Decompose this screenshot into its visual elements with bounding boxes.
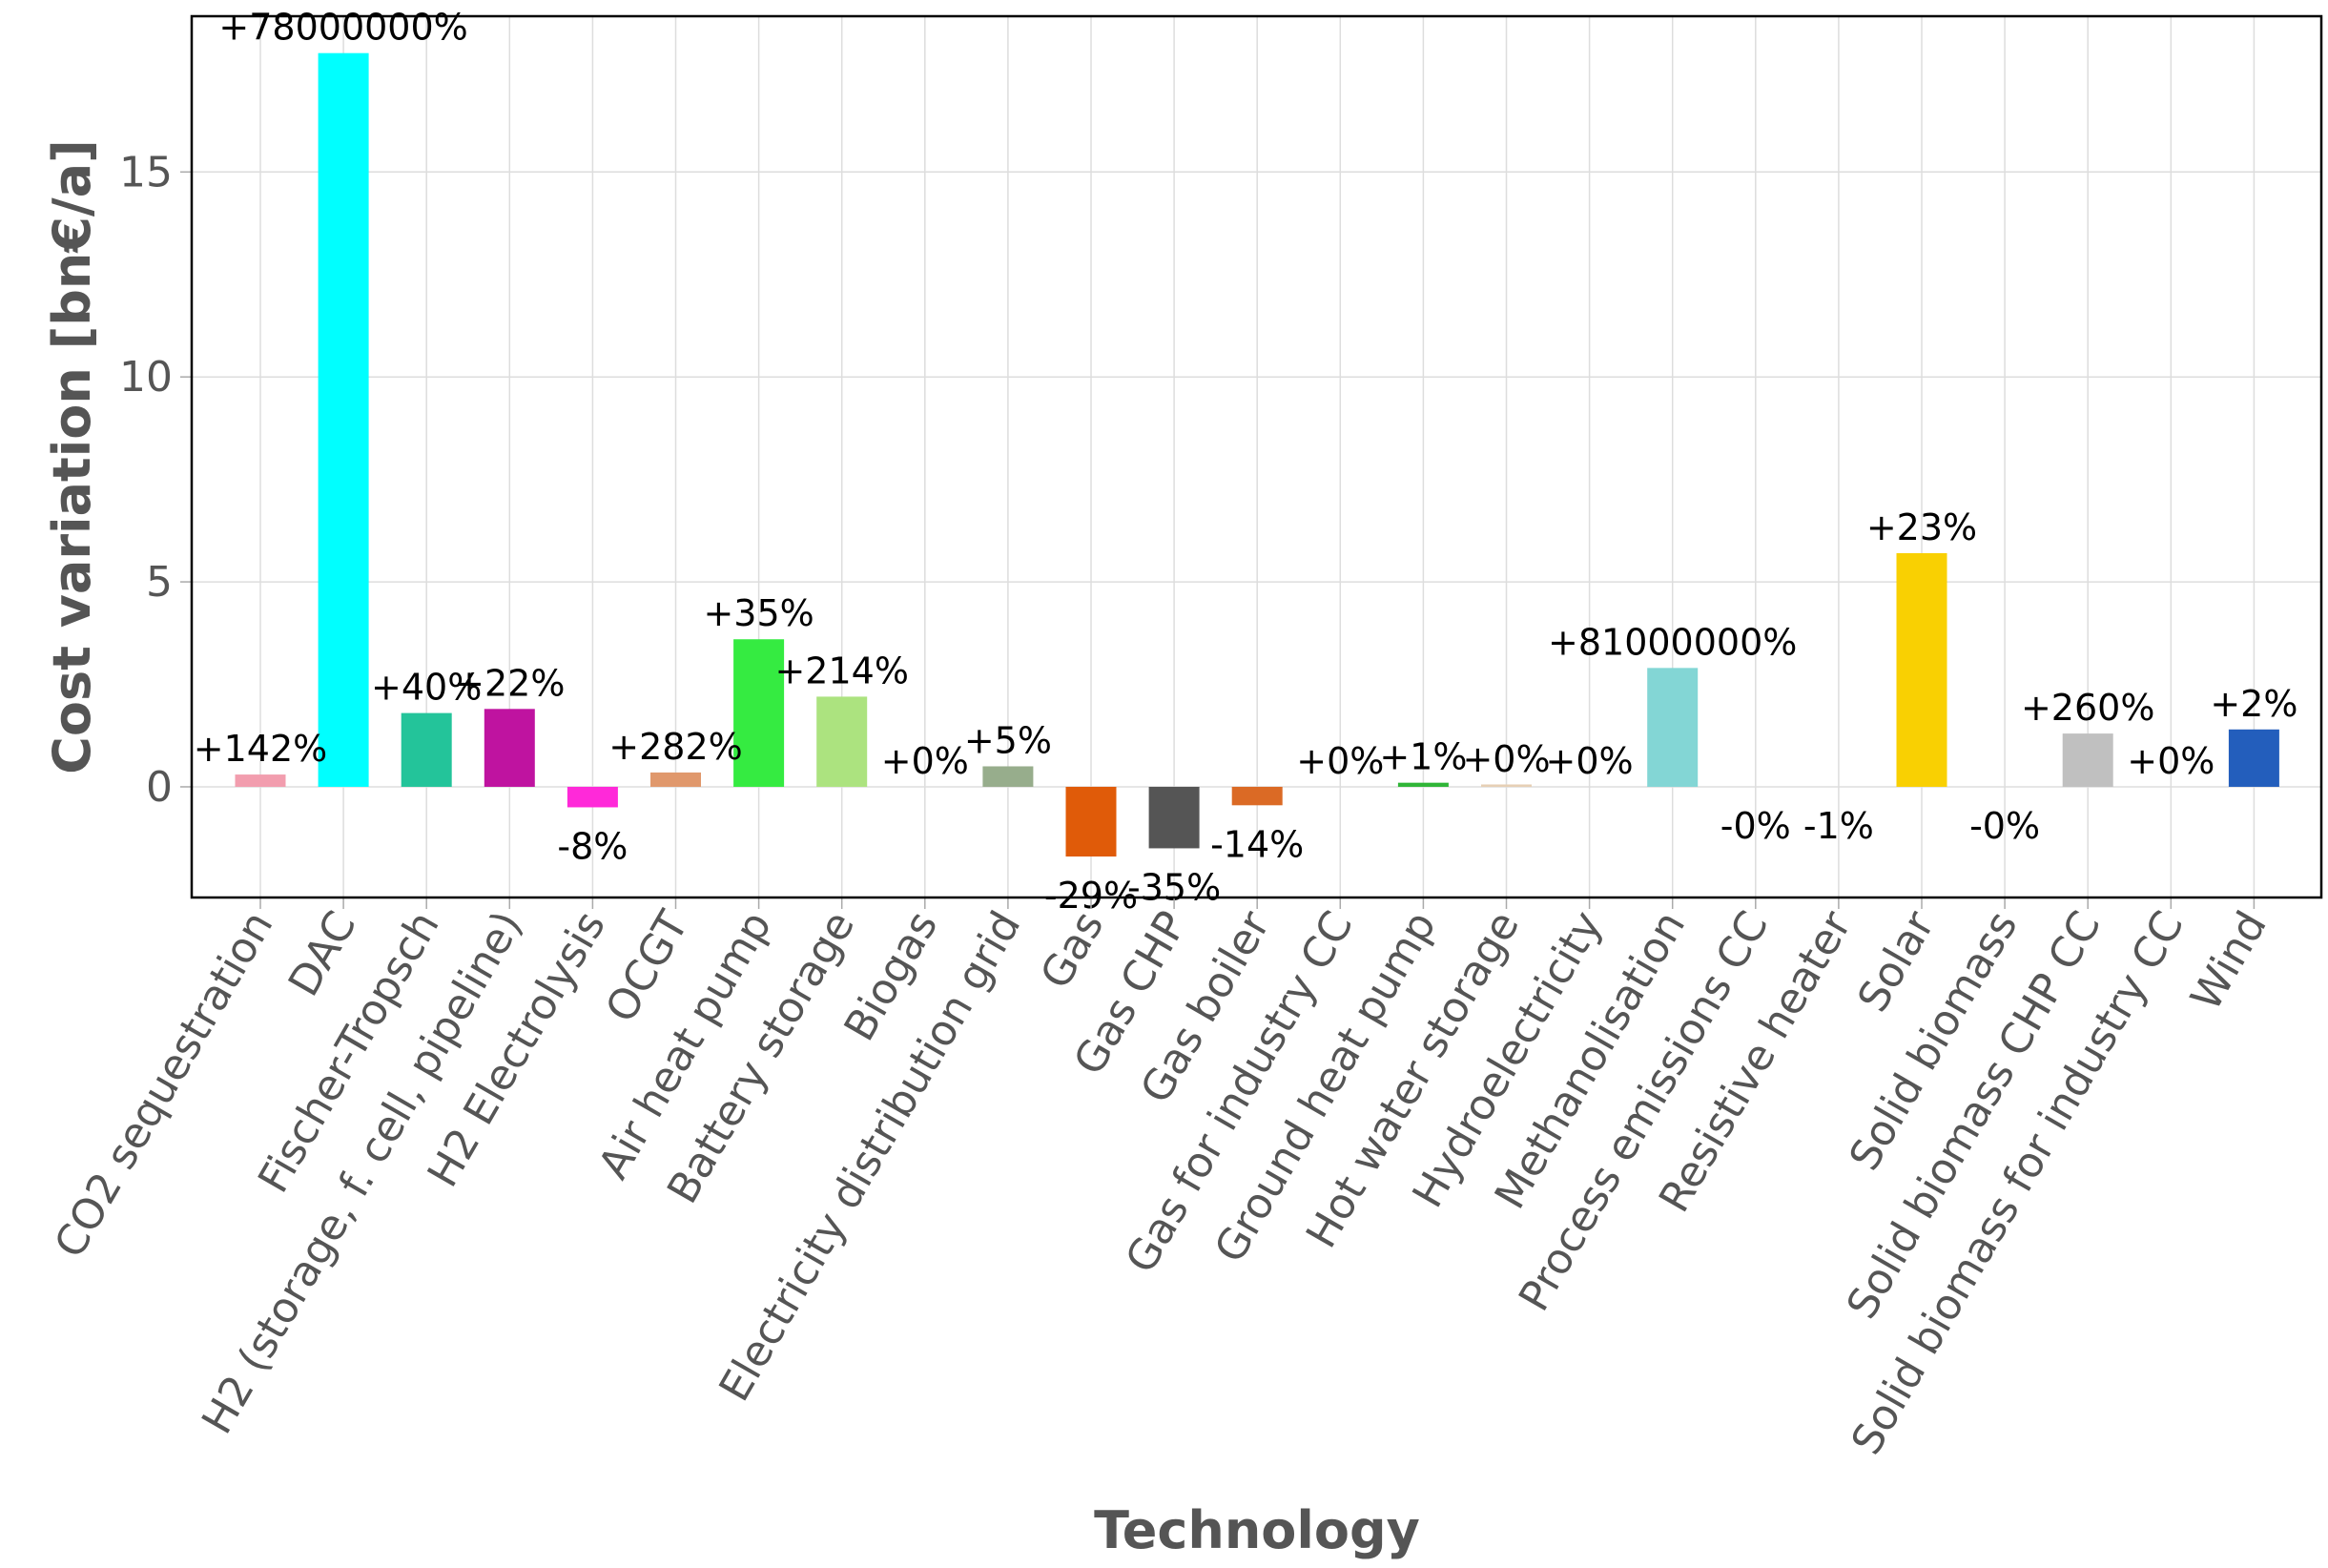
data-label: -0% bbox=[1720, 805, 1791, 847]
data-label: -14% bbox=[1210, 823, 1304, 865]
data-label: -8% bbox=[557, 825, 628, 867]
data-label: +1% bbox=[1379, 736, 1467, 778]
data-label: -0% bbox=[1969, 805, 2040, 847]
data-label: +214% bbox=[774, 650, 908, 691]
x-axis-title: Technology bbox=[1094, 1500, 1420, 1560]
data-label: +78000000% bbox=[218, 7, 467, 49]
data-label: +0% bbox=[1462, 738, 1550, 780]
x-tick-label: Gas bbox=[1031, 903, 1113, 997]
data-label: -29% bbox=[1044, 875, 1138, 917]
data-label: +23% bbox=[1866, 506, 1977, 548]
x-tick-label: CO2 sequestration bbox=[45, 903, 282, 1266]
bar bbox=[2228, 729, 2279, 787]
data-label: +2% bbox=[2210, 683, 2297, 725]
plot-frame bbox=[190, 14, 2323, 899]
bar bbox=[650, 772, 701, 787]
bar bbox=[2062, 733, 2113, 787]
data-label: +40% bbox=[371, 667, 482, 709]
bar bbox=[1647, 668, 1699, 787]
bar bbox=[1481, 784, 1532, 787]
bar bbox=[484, 709, 535, 787]
bar bbox=[401, 712, 452, 787]
data-label: +81000000% bbox=[1548, 621, 1797, 663]
bar bbox=[1896, 552, 1947, 787]
bar bbox=[567, 786, 618, 808]
y-tick-label: 10 bbox=[119, 353, 173, 402]
data-label: +35% bbox=[703, 592, 814, 634]
data-label: +0% bbox=[1296, 740, 1384, 782]
bar bbox=[235, 774, 286, 787]
bar bbox=[1148, 786, 1200, 849]
data-label: +0% bbox=[1546, 740, 1634, 782]
y-tick-label: 5 bbox=[146, 558, 173, 607]
y-axis: 0 5 10 15 bbox=[119, 148, 192, 812]
y-tick-label: 15 bbox=[119, 148, 173, 196]
data-label: +22% bbox=[454, 662, 565, 704]
data-label: +5% bbox=[964, 719, 1052, 761]
bar bbox=[1231, 786, 1283, 806]
data-label: +282% bbox=[608, 726, 742, 768]
bar bbox=[1397, 782, 1449, 787]
y-axis-title: Cost variation [bn€/a] bbox=[42, 139, 102, 774]
data-label: +0% bbox=[881, 740, 969, 782]
bar bbox=[733, 639, 785, 787]
bars bbox=[235, 52, 2279, 857]
bar bbox=[318, 52, 369, 787]
bar bbox=[816, 696, 868, 787]
data-label: +260% bbox=[2021, 687, 2154, 729]
x-tick-label: DAC bbox=[279, 903, 366, 1004]
y-tick-label: 0 bbox=[146, 763, 173, 812]
bar bbox=[1065, 786, 1117, 857]
bar bbox=[982, 766, 1034, 787]
data-label: +142% bbox=[194, 728, 327, 770]
x-tick-label: Wind bbox=[2181, 903, 2276, 1019]
data-label: -1% bbox=[1803, 805, 1874, 847]
data-labels: +142% +78000000% +40%+22% -8% +282% +35% +214%… bbox=[194, 7, 2298, 917]
data-label: +0% bbox=[2127, 740, 2215, 782]
